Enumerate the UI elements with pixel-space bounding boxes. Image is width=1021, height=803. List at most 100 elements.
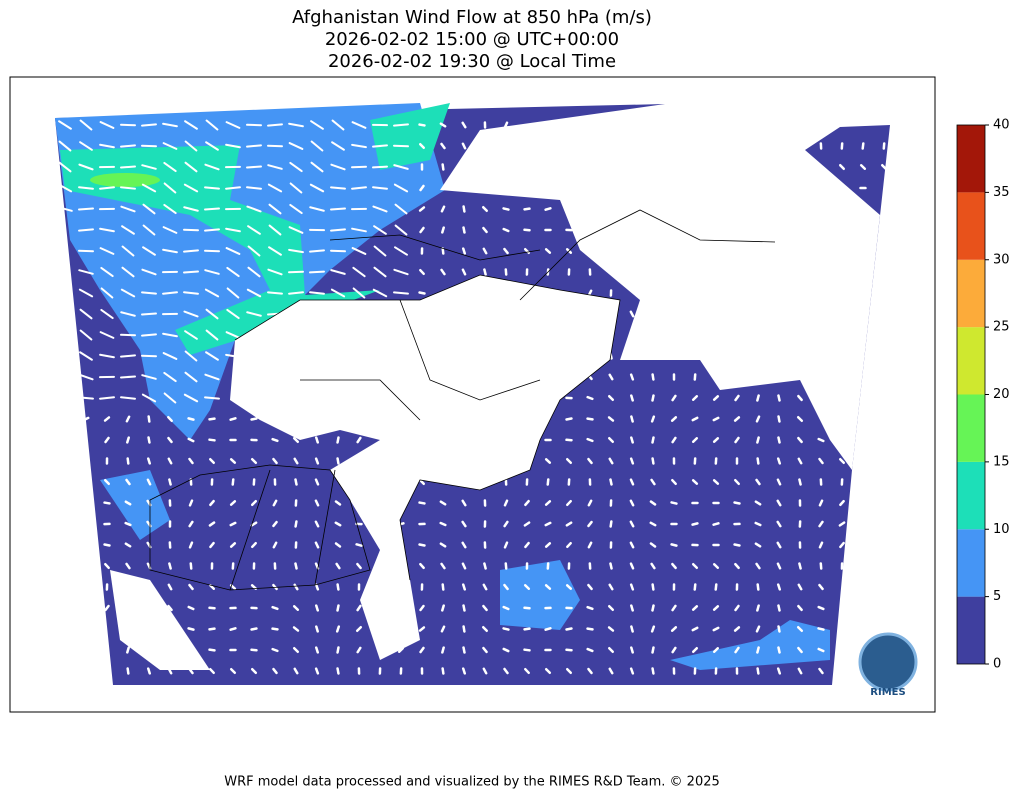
colorbar-segment: [957, 125, 985, 192]
wind-arrow: [652, 627, 654, 632]
wind-arrow: [100, 187, 114, 188]
colorbar-tick-label: 25: [993, 320, 1010, 335]
wind-arrow: [442, 648, 443, 653]
wind-arrow: [735, 544, 740, 545]
wind-arrow: [799, 564, 800, 569]
wind-arrow: [548, 480, 549, 485]
wind-arrow: [121, 187, 135, 188]
wind-arrow: [205, 397, 219, 398]
wind-arrow: [611, 522, 612, 527]
wind-arrow: [121, 167, 135, 168]
wind-arrow: [184, 250, 198, 251]
wind-arrow: [567, 419, 572, 420]
colorbar-segment: [957, 395, 985, 462]
wind-arrow: [735, 503, 740, 504]
wind-arrow: [525, 629, 530, 630]
wind-arrow: [757, 438, 758, 443]
wind-arrow: [610, 564, 611, 569]
wind-arrow: [190, 501, 192, 506]
wind-arrow: [441, 523, 446, 525]
wind-arrow: [205, 251, 219, 252]
wind-arrow: [268, 146, 282, 147]
wind-arrow: [420, 293, 425, 294]
wind-arrow: [331, 251, 345, 252]
wind-arrow: [100, 397, 114, 398]
wind-arrow: [778, 606, 779, 611]
wind-arrow: [338, 585, 339, 590]
wind-arrow: [394, 124, 408, 125]
wind-arrow: [105, 545, 110, 546]
wind-arrow: [316, 606, 317, 611]
wind-arrow: [142, 314, 156, 315]
logo-text: RIMES: [870, 687, 905, 698]
wind-arrow: [631, 396, 632, 401]
wind-arrow: [148, 459, 149, 464]
wind-arrow: [778, 459, 780, 464]
wind-arrow: [631, 627, 632, 632]
wind-arrow: [184, 272, 198, 273]
wind-arrow: [779, 417, 780, 422]
wind-arrow: [525, 650, 530, 651]
wind-arrow: [779, 627, 780, 632]
wind-arrow: [226, 187, 240, 188]
wind-arrow: [79, 397, 93, 398]
wind-arrow: [296, 522, 297, 527]
wind-arrow: [546, 208, 551, 209]
wind-arrow: [163, 292, 177, 293]
wind-arrow: [652, 417, 654, 422]
wind-arrow: [631, 438, 632, 443]
wind-arrow: [210, 440, 215, 441]
wind-arrow: [442, 228, 443, 233]
wind-arrow: [190, 543, 192, 548]
wind-arrow: [121, 355, 135, 356]
wind-arrow: [588, 629, 593, 630]
wind-arrow: [653, 669, 654, 674]
wind-arrow: [504, 628, 509, 629]
wind-arrow: [443, 165, 444, 170]
colorbar-tick-label: 15: [993, 454, 1010, 469]
wind-arrow: [142, 124, 156, 125]
wind-arrow: [316, 648, 317, 653]
wind-arrow: [652, 438, 653, 443]
wind-arrow: [205, 187, 219, 188]
colorbar-segment: [957, 529, 985, 596]
footer: WRF model data processed and visualized …: [224, 775, 720, 790]
logo-mark: [860, 634, 916, 690]
wind-arrow: [105, 503, 110, 504]
wind-arrow: [231, 628, 236, 629]
wind-arrow: [148, 669, 149, 674]
wind-arrow: [653, 648, 654, 653]
wind-arrow: [310, 272, 324, 273]
wind-arrow: [295, 564, 296, 569]
colorbar-segment: [957, 462, 985, 529]
wind-arrow: [463, 669, 465, 674]
wind-arrow: [331, 209, 345, 210]
wind-arrow: [210, 608, 215, 609]
wind-arrow: [149, 438, 150, 443]
wind-arrow: [338, 669, 339, 674]
wind-arrow: [758, 669, 759, 674]
wind-arrow: [484, 270, 485, 275]
wind-arrow: [610, 480, 611, 485]
wind-arrow: [331, 229, 345, 230]
colorbar-tick-label: 30: [993, 252, 1010, 267]
wind-arrow: [373, 145, 387, 146]
wind-arrow: [338, 648, 339, 653]
wind-arrow: [653, 459, 654, 464]
wind-arrow: [653, 375, 654, 380]
wind-arrow: [631, 648, 632, 653]
wind-arrow: [394, 146, 408, 147]
wind-arrow: [268, 292, 282, 293]
wind-arrow: [337, 627, 339, 632]
wind-arrow: [247, 167, 261, 168]
wind-arrow: [316, 627, 317, 632]
wind-arrow: [142, 334, 156, 335]
colorbar-tick-label: 10: [993, 522, 1010, 537]
wind-arrow: [693, 523, 698, 524]
wind-arrow: [79, 209, 93, 210]
wind-arrow: [757, 396, 758, 401]
wind-arrow: [631, 585, 633, 590]
wind-arrow: [316, 459, 318, 464]
wind-arrow: [716, 585, 717, 590]
